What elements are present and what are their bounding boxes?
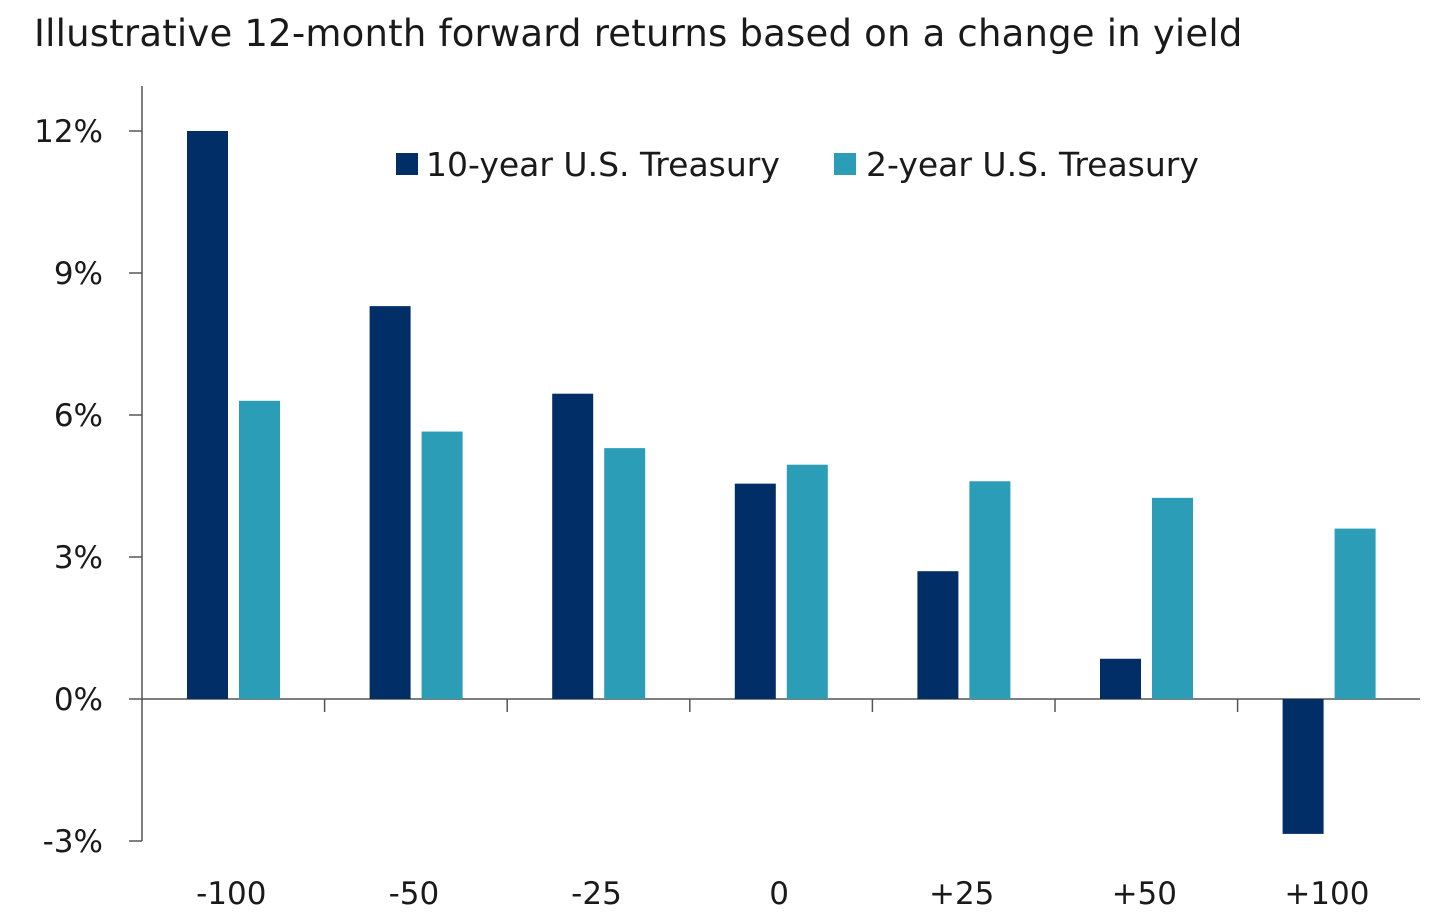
x-tick-label: +100 — [1284, 876, 1369, 912]
bar-series-1-+25 — [917, 571, 959, 699]
y-tick-label: 9% — [54, 256, 103, 292]
legend-swatch — [396, 153, 418, 175]
y-tick-label: 3% — [54, 540, 103, 576]
bar-series-1-0 — [734, 483, 776, 699]
x-tick-label: -25 — [571, 876, 622, 912]
x-axis: -100 -50 -25 0 +25 +50 +100 — [142, 698, 1420, 912]
bars — [187, 131, 1376, 834]
bar-series-2--25 — [604, 448, 646, 699]
bar-series-1--50 — [369, 306, 411, 699]
legend-swatch — [834, 153, 856, 175]
x-tick-label: +25 — [929, 876, 994, 912]
y-tick-label: -3% — [43, 824, 103, 860]
bar-series-1--100 — [187, 131, 228, 699]
y-tick-label: 12% — [34, 114, 103, 150]
bar-series-2-+50 — [1152, 497, 1193, 699]
chart-title: Illustrative 12-month forward returns ba… — [34, 12, 1243, 55]
bar-series-2--50 — [421, 431, 463, 699]
bar-series-2-+25 — [969, 481, 1011, 699]
bar-series-1-+50 — [1100, 658, 1141, 699]
bar-series-1--25 — [552, 393, 594, 699]
legend-label: 10-year U.S. Treasury — [426, 145, 780, 184]
bar-series-1-+100 — [1282, 699, 1324, 834]
y-axis: -3% 0% 3% 6% 9% 12% — [34, 86, 143, 860]
bar-series-2-+100 — [1334, 528, 1376, 699]
legend: 10-year U.S. Treasury 2-year U.S. Treasur… — [396, 145, 1199, 184]
x-tick-label: 0 — [769, 876, 789, 912]
legend-label: 2-year U.S. Treasury — [866, 145, 1199, 184]
bar-series-2-0 — [786, 464, 828, 699]
y-tick-label: 6% — [54, 398, 103, 434]
y-tick-label: 0% — [54, 682, 103, 718]
bar-series-2--100 — [239, 400, 280, 699]
x-tick-label: -50 — [389, 876, 440, 912]
x-tick-label: +50 — [1112, 876, 1177, 912]
x-tick-label: -100 — [196, 876, 266, 912]
